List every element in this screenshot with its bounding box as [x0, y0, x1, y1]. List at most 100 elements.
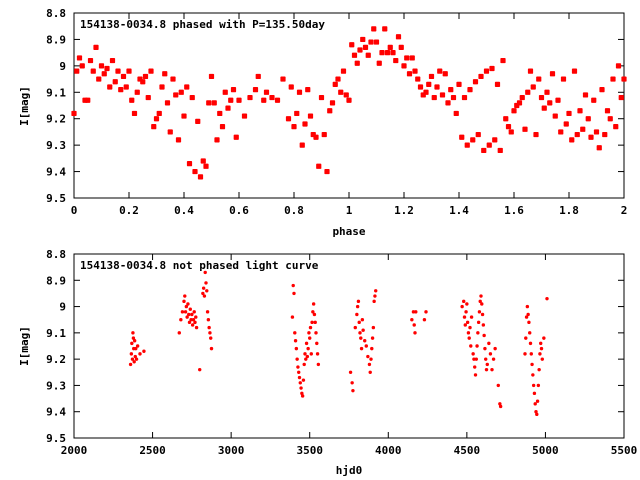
data-point [523, 352, 527, 356]
data-point [618, 94, 624, 101]
data-point [370, 346, 374, 351]
data-point [354, 60, 360, 66]
data-point [373, 294, 377, 298]
data-point [493, 346, 497, 351]
y-tick-label: 9.1 [46, 86, 66, 99]
data-point [98, 63, 105, 69]
data-point [467, 87, 473, 93]
data-point [591, 97, 597, 103]
data-point [474, 357, 478, 361]
data-point [468, 325, 472, 330]
data-point [303, 352, 307, 356]
y-tick-label: 8.9 [46, 274, 66, 287]
data-point [448, 87, 454, 93]
data-point [349, 42, 355, 48]
data-point [413, 331, 417, 335]
data-point [184, 304, 189, 309]
y-tick-label: 9 [59, 60, 66, 73]
y-tick-label: 9.4 [46, 406, 66, 419]
data-point [190, 312, 194, 317]
data-point [211, 100, 217, 106]
data-point [491, 357, 496, 361]
data-point [187, 320, 192, 325]
data-point [301, 378, 306, 382]
data-point [93, 44, 99, 50]
data-point [359, 336, 363, 340]
data-point [134, 89, 140, 95]
data-point [481, 323, 486, 327]
data-point [538, 352, 542, 356]
data-point [371, 325, 376, 330]
data-point [315, 352, 320, 356]
data-point [370, 336, 375, 340]
y-tick-label: 9.1 [46, 327, 66, 340]
data-point [552, 113, 558, 119]
data-point [314, 331, 318, 335]
x-tick-label: 1.8 [559, 204, 579, 217]
data-point [205, 310, 210, 314]
data-point [423, 89, 429, 95]
data-point [610, 76, 616, 82]
phased-x-ticks: 0 0.2 0.4 0.6 0.8 1 1.2 1.4 1.6 1.8 2 [71, 13, 627, 217]
data-point [563, 121, 569, 127]
data-point [412, 68, 418, 74]
y-tick-label: 9.2 [46, 353, 66, 366]
data-point [309, 352, 313, 356]
data-point [247, 94, 253, 101]
data-point [395, 34, 402, 40]
x-tick-label: 1 [346, 204, 353, 217]
data-point [544, 89, 550, 95]
data-point [192, 310, 196, 314]
data-point [415, 76, 421, 82]
data-point [291, 283, 295, 288]
data-point [126, 68, 132, 74]
data-point [96, 76, 102, 82]
data-point [437, 68, 443, 74]
data-point [379, 50, 385, 56]
data-point [292, 291, 296, 296]
data-point [195, 118, 201, 124]
data-point [135, 344, 140, 348]
data-point [505, 124, 512, 130]
data-point [485, 362, 489, 367]
data-point [185, 315, 189, 319]
data-point [324, 168, 330, 175]
data-point [539, 341, 543, 346]
data-point [148, 68, 154, 74]
data-point [173, 92, 179, 98]
data-point [516, 100, 523, 106]
y-tick-label: 8.8 [46, 7, 66, 20]
data-point [130, 341, 134, 346]
data-point [74, 68, 80, 74]
x-tick-label: 5500 [611, 444, 638, 457]
data-point [398, 44, 404, 50]
data-point [367, 362, 372, 367]
y-tick-label: 9 [59, 301, 66, 314]
data-point [350, 381, 354, 385]
data-point [311, 310, 315, 314]
data-point [193, 320, 197, 325]
data-point [101, 71, 107, 77]
data-point [525, 304, 530, 309]
data-point [280, 76, 286, 82]
data-point [311, 302, 316, 306]
data-point [536, 383, 541, 388]
data-point [528, 331, 532, 335]
y-tick-label: 9.5 [46, 192, 66, 205]
data-point [363, 339, 367, 343]
data-point [478, 299, 482, 304]
data-point [384, 50, 391, 56]
data-point [462, 299, 466, 304]
data-point [76, 55, 83, 61]
phased-y-axis-label: I[mag] [18, 86, 31, 126]
data-point [527, 68, 534, 74]
data-point [217, 110, 223, 117]
data-point [182, 299, 186, 304]
data-point [558, 129, 564, 135]
data-point [79, 63, 85, 69]
data-point [305, 87, 311, 93]
data-point [198, 367, 202, 372]
data-point [489, 65, 495, 72]
data-point [585, 116, 591, 122]
